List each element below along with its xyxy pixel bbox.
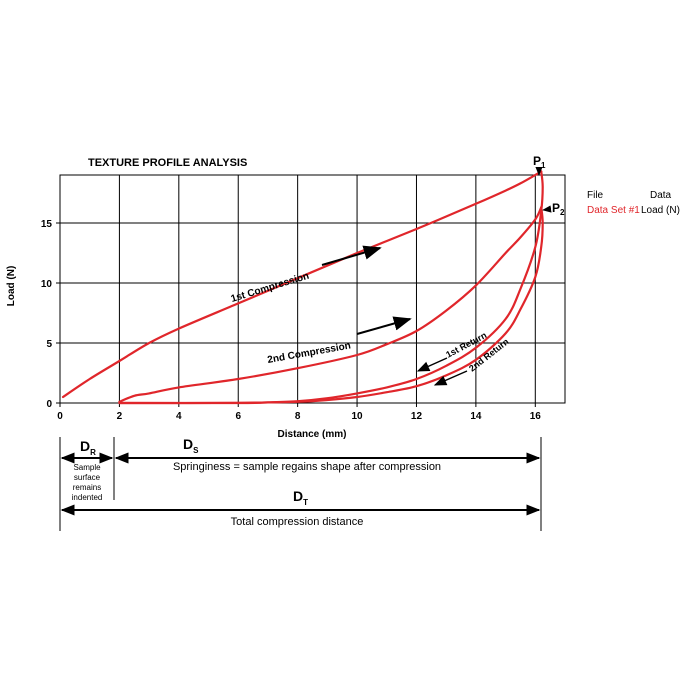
legend-file-value: Data Set #1 bbox=[587, 205, 640, 216]
p1-label: P1 bbox=[533, 154, 546, 170]
y-tick-label: 15 bbox=[41, 219, 53, 230]
x-tick-label: 14 bbox=[470, 411, 482, 422]
x-tick-label: 8 bbox=[295, 411, 301, 422]
ds-label: DS bbox=[183, 436, 199, 455]
dt-caption: Total compression distance bbox=[231, 516, 364, 528]
legend: File Data Data Set #1 Load (N) bbox=[587, 190, 680, 216]
legend-data-value: Load (N) bbox=[641, 205, 680, 216]
y-tick-label: 10 bbox=[41, 279, 53, 290]
x-tick-label: 0 bbox=[57, 411, 63, 422]
dimension-annotations: DR Sample surface remains indented DS Sp… bbox=[59, 436, 542, 531]
x-tick-label: 10 bbox=[351, 411, 363, 422]
legend-data-header: Data bbox=[650, 190, 672, 201]
p2-pointer bbox=[542, 205, 552, 213]
dr-label: DR bbox=[80, 438, 96, 457]
y-tick-label: 5 bbox=[46, 339, 52, 350]
x-tick-label: 2 bbox=[117, 411, 123, 422]
second-compression-arrow bbox=[356, 316, 412, 335]
y-tick-label: 0 bbox=[46, 399, 52, 410]
axis-ticks: 0 2 4 6 8 10 12 14 16 0 5 10 15 bbox=[41, 219, 541, 422]
dt-label: DT bbox=[293, 488, 308, 507]
chart-title: TEXTURE PROFILE ANALYSIS bbox=[88, 157, 247, 169]
dr-caption-line-2: surface bbox=[74, 473, 101, 482]
series-line-2nd-return bbox=[118, 206, 544, 405]
x-tick-label: 12 bbox=[411, 411, 423, 422]
series-line-1st-compression bbox=[61, 170, 543, 399]
dr-caption-line-3: remains bbox=[73, 483, 101, 492]
dr-caption-line-4: indented bbox=[72, 493, 103, 502]
x-tick-label: 4 bbox=[176, 411, 182, 422]
x-tick-label: 16 bbox=[530, 411, 542, 422]
series-lines bbox=[61, 170, 544, 405]
x-axis-label: Distance (mm) bbox=[278, 429, 347, 440]
first-compression-arrow bbox=[321, 245, 382, 266]
legend-file-header: File bbox=[587, 190, 604, 201]
x-tick-label: 6 bbox=[235, 411, 241, 422]
series-line-2nd-compression bbox=[118, 206, 543, 403]
p2-label: P2 bbox=[552, 201, 565, 217]
plot-frame bbox=[59, 174, 566, 404]
second-return-arrow bbox=[433, 370, 468, 386]
first-return-arrow bbox=[416, 357, 448, 372]
dr-caption-line-1: Sample bbox=[73, 463, 101, 472]
ds-caption: Springiness = sample regains shape after… bbox=[173, 461, 441, 473]
y-axis-label: Load (N) bbox=[6, 266, 17, 307]
